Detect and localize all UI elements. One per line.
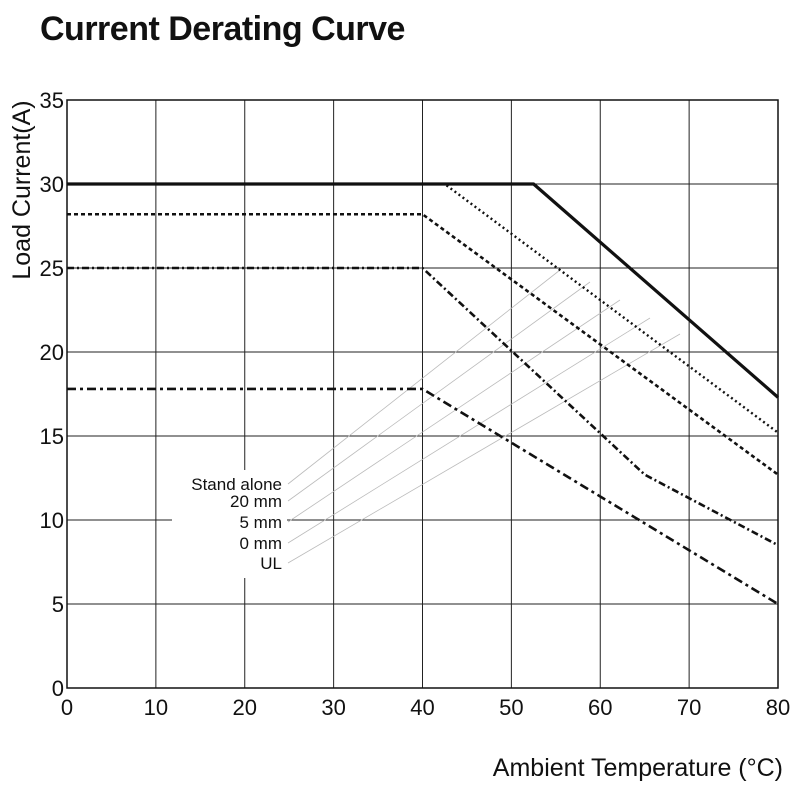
legend-leader (287, 281, 591, 502)
legend-leader-lines (287, 269, 681, 564)
series-line-1 (67, 182, 779, 434)
x-tick-label: 60 (588, 695, 612, 720)
legend-label: Stand alone (191, 475, 282, 494)
legend-label: 5 mm (240, 513, 283, 532)
legend-label: UL (260, 554, 282, 573)
y-tick-label: 30 (40, 172, 64, 197)
legend-leader (287, 333, 681, 564)
tick-labels: 0 10 20 30 40 50 60 70 80 0 5 10 15 20 25 30 35 (40, 88, 791, 720)
x-tick-label: 0 (61, 695, 73, 720)
x-axis-label: Ambient Temperature (°C) (493, 754, 783, 782)
x-tick-label: 80 (766, 695, 790, 720)
legend-leader (287, 299, 621, 523)
y-tick-label: 15 (40, 424, 64, 449)
series-line-4 (67, 387, 779, 606)
y-tick-label: 35 (40, 88, 64, 113)
legend-leader (287, 317, 651, 544)
plot-frame (66, 99, 779, 689)
series-lines (67, 182, 780, 606)
legend-background (172, 470, 287, 578)
x-tick-label: 70 (677, 695, 701, 720)
x-tick-label: 20 (233, 695, 257, 720)
legend-label: 0 mm (240, 534, 283, 553)
x-tick-label: 40 (410, 695, 434, 720)
chart-title: Current Derating Curve (40, 10, 405, 48)
x-tick-label: 50 (499, 695, 523, 720)
x-tick-label: 30 (321, 695, 345, 720)
y-tick-label: 0 (52, 676, 64, 701)
grid (66, 99, 779, 689)
x-tick-label: 10 (144, 695, 168, 720)
legend-leader (287, 269, 561, 485)
y-tick-label: 5 (52, 592, 64, 617)
y-tick-label: 20 (40, 340, 64, 365)
y-axis-label: Load Current(A) (8, 100, 36, 279)
y-tick-label: 10 (40, 508, 64, 533)
y-tick-label: 25 (40, 256, 64, 281)
legend-label: 20 mm (230, 492, 282, 511)
